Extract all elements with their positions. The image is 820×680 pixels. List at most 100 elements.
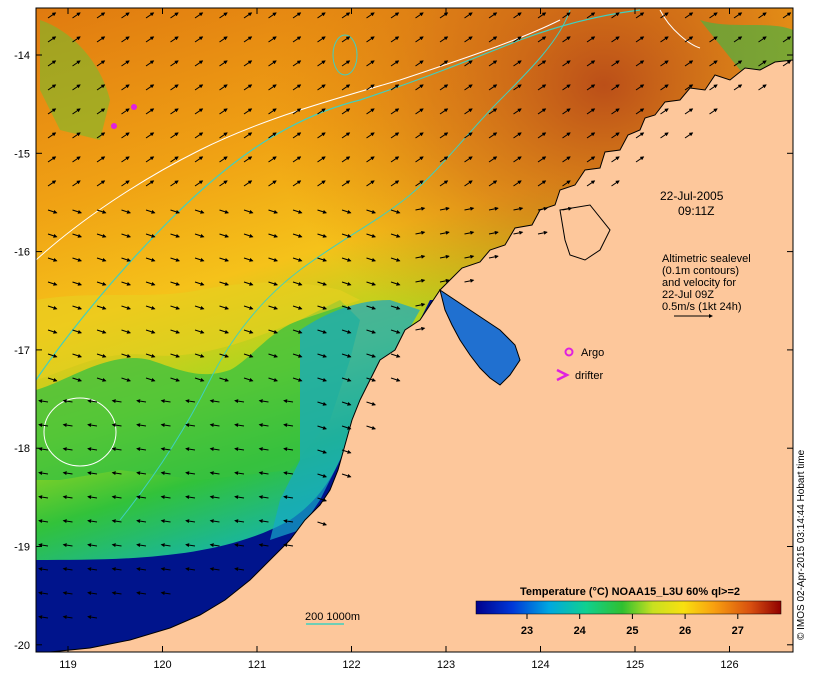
velocity-arrow — [464, 60, 473, 67]
velocity-arrow — [317, 209, 328, 214]
velocity-arrow — [660, 60, 669, 67]
velocity-arrow — [136, 495, 147, 500]
velocity-arrow — [96, 329, 107, 334]
velocity-arrow — [390, 108, 400, 115]
velocity-arrow — [219, 180, 228, 187]
velocity-arrow — [283, 399, 294, 404]
velocity-arrow — [660, 84, 669, 91]
velocity-arrow — [185, 519, 196, 524]
latitude-axis: -14 -15 -16 -17 -18 -19 -20 — [14, 50, 793, 652]
velocity-arrow — [268, 132, 277, 139]
altimetry-line-1: Altimetric sealevel — [662, 253, 751, 265]
velocity-arrow — [145, 12, 155, 19]
velocity-arrow — [439, 84, 449, 91]
velocity-arrow — [415, 108, 424, 115]
velocity-arrow — [209, 471, 220, 476]
velocity-arrow — [268, 108, 277, 115]
velocity-arrow — [258, 495, 269, 500]
velocity-arrow — [562, 84, 571, 91]
colorbar-tick-label: 26 — [679, 625, 691, 637]
velocity-arrow — [586, 156, 596, 163]
velocity-arrow — [87, 543, 98, 548]
velocity-arrow — [292, 12, 302, 19]
velocity-arrow — [194, 132, 204, 139]
velocity-arrow — [96, 84, 106, 91]
velocity-arrow — [537, 180, 547, 187]
velocity-arrow — [47, 84, 57, 91]
velocity-arrow — [537, 12, 547, 19]
velocity-arrow — [170, 156, 179, 163]
velocity-arrow — [121, 305, 132, 310]
velocity-arrow — [390, 209, 401, 214]
velocity-arrow — [635, 36, 645, 43]
kimberley-coast — [559, 204, 611, 261]
velocity-arrow — [611, 84, 620, 91]
velocity-arrow — [292, 329, 303, 334]
lat-tick-label: -17 — [14, 345, 30, 357]
velocity-arrow — [145, 60, 155, 67]
velocity-arrow — [317, 132, 326, 139]
velocity-arrow — [38, 423, 49, 428]
velocity-arrow — [121, 84, 130, 91]
velocity-arrow — [660, 12, 669, 19]
velocity-arrow — [415, 180, 424, 187]
velocity-arrow — [145, 180, 155, 187]
velocity-arrow — [341, 401, 352, 406]
velocity-arrow — [268, 156, 277, 163]
velocity-arrow — [194, 353, 205, 358]
velocity-arrow — [209, 423, 220, 428]
velocity-arrow — [782, 12, 792, 19]
velocity-arrow — [243, 132, 253, 139]
velocity-arrow — [292, 180, 302, 187]
velocity-arrow — [292, 132, 302, 139]
velocity-arrow — [562, 12, 571, 19]
velocity-arrow — [415, 254, 426, 259]
velocity-arrow — [87, 423, 98, 428]
velocity-arrow — [415, 326, 426, 331]
velocity-arrow — [292, 377, 303, 382]
velocity-arrow — [390, 36, 400, 43]
velocity-arrow — [709, 36, 718, 43]
velocity-arrow — [145, 36, 155, 43]
velocity-arrow — [209, 543, 220, 548]
velocity-arrow — [194, 257, 205, 262]
velocity-arrow — [513, 12, 522, 19]
lon-tick-label: 123 — [437, 659, 455, 671]
eddy-contour — [43, 397, 117, 467]
velocity-arrow — [537, 84, 547, 91]
velocity-arrow — [243, 156, 253, 163]
velocity-arrow — [72, 257, 83, 262]
argo-float-marker — [111, 123, 117, 129]
velocity-arrow — [87, 591, 98, 596]
velocity-arrow — [145, 281, 156, 286]
velocity-arrow — [62, 399, 73, 404]
credit-text: © IMOS 02-Apr-2015 03:14:44 Hobart time — [796, 449, 807, 640]
velocity-arrow — [62, 423, 73, 428]
velocity-arrow — [87, 519, 98, 524]
velocity-arrow — [537, 230, 548, 235]
velocity-arrow — [562, 60, 571, 67]
velocity-arrow — [96, 132, 106, 139]
velocity-arrow — [170, 305, 181, 310]
velocity-arrow — [660, 108, 669, 115]
velocity-arrow — [586, 84, 596, 91]
velocity-arrow — [121, 156, 130, 163]
lat-tick-label: -19 — [14, 542, 30, 554]
velocity-arrow — [341, 12, 351, 19]
velocity-arrow — [185, 471, 196, 476]
lat-tick-label: -15 — [14, 148, 30, 160]
velocity-arrow — [96, 353, 107, 358]
velocity-arrow — [635, 132, 645, 139]
velocity-arrow — [488, 254, 499, 259]
velocity-arrow — [170, 60, 179, 67]
velocity-arrow — [317, 156, 326, 163]
velocity-arrow — [219, 132, 228, 139]
velocity-arrow — [488, 156, 498, 163]
velocity-arrow — [243, 12, 253, 19]
velocity-arrow — [219, 257, 230, 262]
velocity-arrow — [47, 353, 58, 358]
velocity-arrow — [268, 180, 277, 187]
velocity-arrow — [635, 156, 645, 163]
velocity-arrow — [243, 36, 253, 43]
velocity-arrow — [660, 132, 669, 139]
